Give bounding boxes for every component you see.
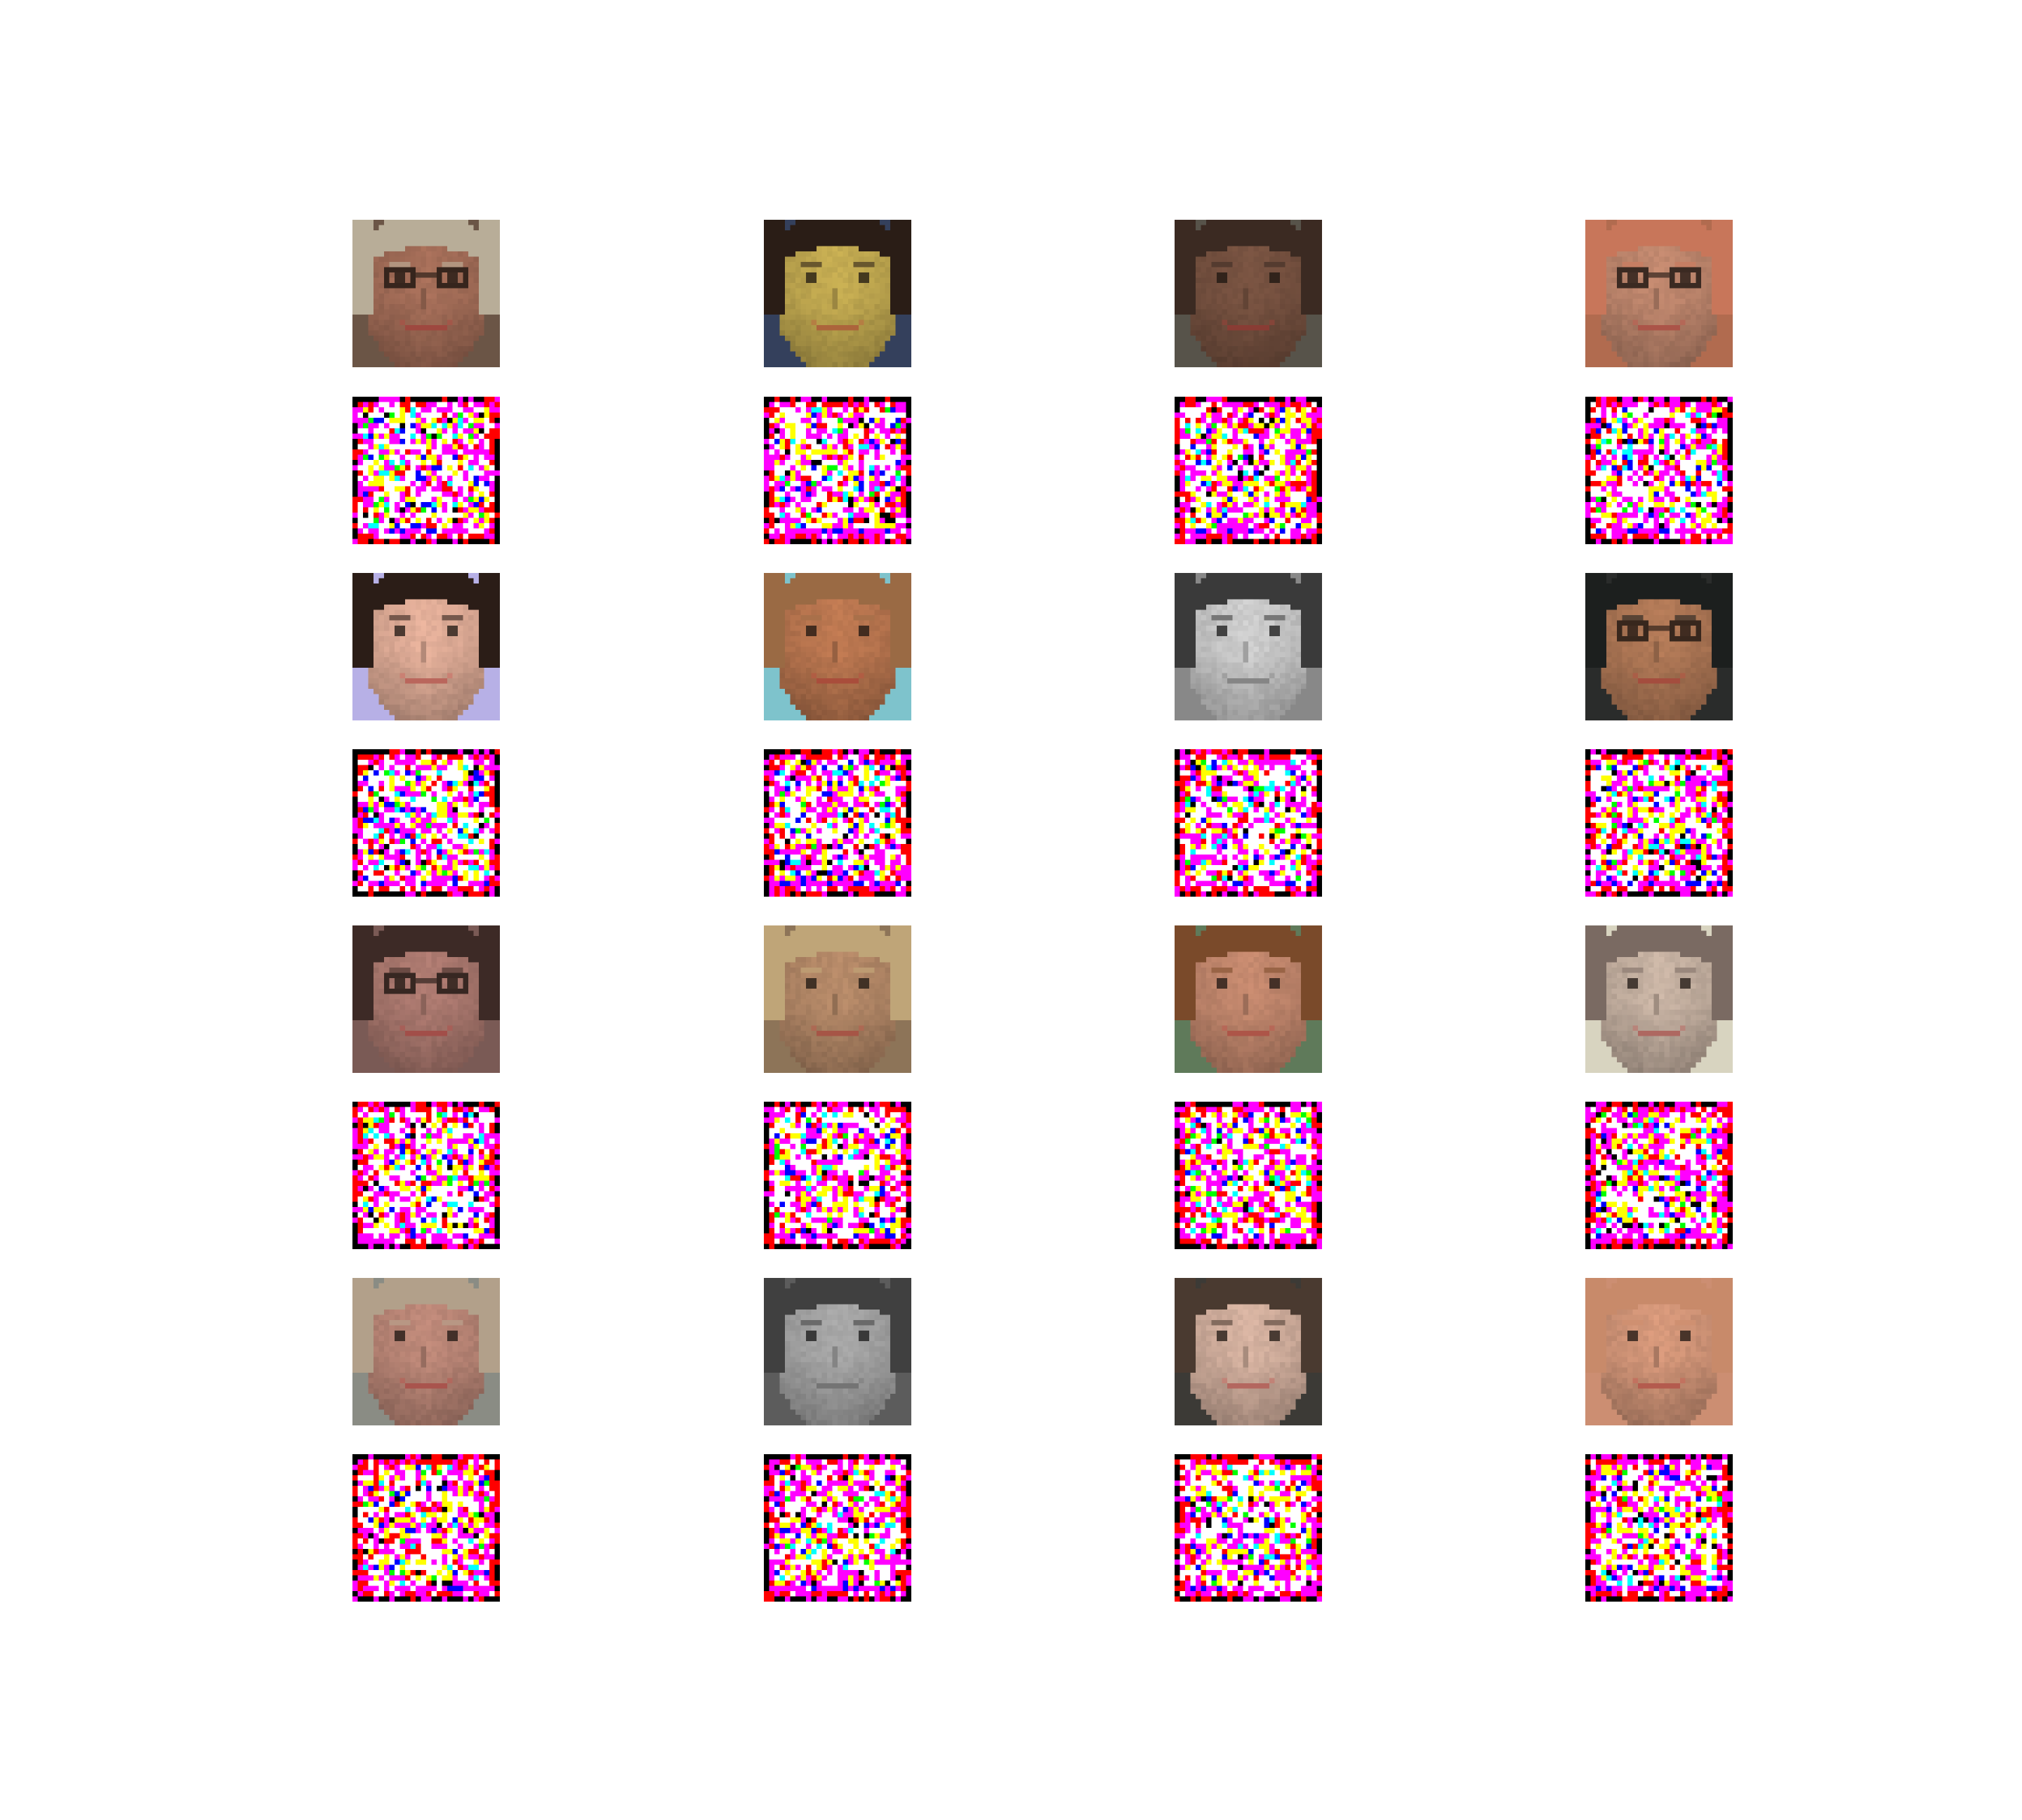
face-image <box>1175 573 1322 720</box>
face-image <box>764 573 911 720</box>
noise-image <box>1585 397 1733 544</box>
noise-image <box>352 1454 500 1602</box>
face-image-tile <box>1175 573 1322 720</box>
face-image-tile <box>1175 925 1322 1073</box>
noise-image <box>1175 397 1322 544</box>
noise-image-tile <box>1175 397 1322 544</box>
noise-image-tile <box>352 1454 500 1602</box>
noise-image-tile <box>352 397 500 544</box>
face-image <box>764 925 911 1073</box>
face-image <box>1585 1278 1733 1425</box>
face-image-tile <box>352 573 500 720</box>
noise-image <box>764 749 911 897</box>
noise-image-tile <box>764 397 911 544</box>
noise-image <box>764 1102 911 1249</box>
face-image <box>352 220 500 367</box>
face-image-tile <box>1585 925 1733 1073</box>
face-image-tile <box>352 220 500 367</box>
face-image <box>352 1278 500 1425</box>
noise-image <box>764 397 911 544</box>
face-image-tile <box>764 925 911 1073</box>
noise-image <box>764 1454 911 1602</box>
face-image-tile <box>352 1278 500 1425</box>
face-image-tile <box>1585 1278 1733 1425</box>
noise-image-tile <box>1585 397 1733 544</box>
noise-image <box>352 1102 500 1249</box>
face-image <box>1175 1278 1322 1425</box>
face-image <box>1585 925 1733 1073</box>
noise-image-tile <box>1175 1454 1322 1602</box>
face-image <box>1175 220 1322 367</box>
noise-image-tile <box>352 749 500 897</box>
noise-image <box>1585 1102 1733 1249</box>
face-image <box>1585 573 1733 720</box>
noise-image-tile <box>764 749 911 897</box>
face-image-tile <box>352 925 500 1073</box>
noise-image <box>352 397 500 544</box>
face-image <box>1175 925 1322 1073</box>
face-image <box>764 220 911 367</box>
noise-image <box>1175 1454 1322 1602</box>
face-image-tile <box>1585 220 1733 367</box>
face-image <box>352 925 500 1073</box>
noise-image-tile <box>352 1102 500 1249</box>
noise-image-tile <box>1585 749 1733 897</box>
noise-image <box>1175 749 1322 897</box>
noise-image <box>1585 1454 1733 1602</box>
face-image-tile <box>1175 1278 1322 1425</box>
face-image-tile <box>764 1278 911 1425</box>
noise-image-tile <box>764 1454 911 1602</box>
face-image <box>352 573 500 720</box>
noise-image-tile <box>1175 749 1322 897</box>
face-image-tile <box>764 573 911 720</box>
noise-image-tile <box>1585 1454 1733 1602</box>
noise-image-tile <box>1585 1102 1733 1249</box>
noise-image <box>1175 1102 1322 1249</box>
face-image <box>764 1278 911 1425</box>
noise-image <box>1585 749 1733 897</box>
noise-image-tile <box>1175 1102 1322 1249</box>
face-image-tile <box>1585 573 1733 720</box>
face-image-tile <box>764 220 911 367</box>
noise-image-tile <box>764 1102 911 1249</box>
face-image <box>1585 220 1733 367</box>
noise-image <box>352 749 500 897</box>
face-image-tile <box>1175 220 1322 367</box>
